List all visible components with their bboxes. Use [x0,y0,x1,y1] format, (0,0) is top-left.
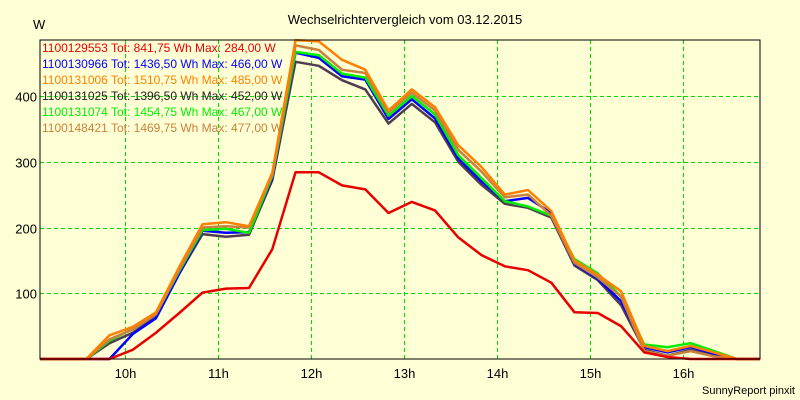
legend-entry-1100129553: 1100129553 Tot: 841,75 Wh Max: 284,00 W [42,41,276,55]
y-tick-label: 400 [15,90,37,105]
x-tick-label: 14h [487,366,509,381]
chart-title: Wechselrichtervergleich vom 03.12.2015 [288,12,523,27]
legend: 1100129553 Tot: 841,75 Wh Max: 284,00 W 1… [42,41,283,135]
legend-entry-1100131074: 1100131074 Tot: 1454,75 Wh Max: 467,00 W [42,105,283,119]
series-line-1100129553 [40,171,760,361]
x-ticks: 10h 11h 12h 13h 14h 15h 16h [115,366,695,381]
legend-entry-1100130966: 1100130966 Tot: 1436,50 Wh Max: 466,00 W [42,57,283,71]
legend-entry-1100148421: 1100148421 Tot: 1469,75 Wh Max: 477,00 W [42,121,283,135]
legend-entry-1100131006: 1100131006 Tot: 1510,75 Wh Max: 485,00 W [42,73,283,87]
x-tick-label: 10h [115,366,137,381]
footer-credit: SunnyReport pinxit [702,385,795,397]
y-tick-label: 200 [15,222,37,237]
x-tick-label: 15h [580,366,602,381]
plot-frame [39,39,761,360]
legend-entry-1100131025: 1100131025 Tot: 1396,50 Wh Max: 452,00 W [42,89,283,103]
x-tick-label: 12h [301,366,323,381]
y-tick-label: 300 [15,156,37,171]
y-tick-label: 100 [15,287,37,302]
x-tick-label: 11h [208,366,229,381]
grid [40,40,760,359]
series-line-1100131006 [40,38,760,361]
x-tick-label: 16h [673,366,695,381]
x-tick-label: 13h [394,366,416,381]
y-ticks: 100 200 300 400 [15,90,37,302]
y-axis-label: W [33,17,46,32]
series-lines [40,38,760,361]
